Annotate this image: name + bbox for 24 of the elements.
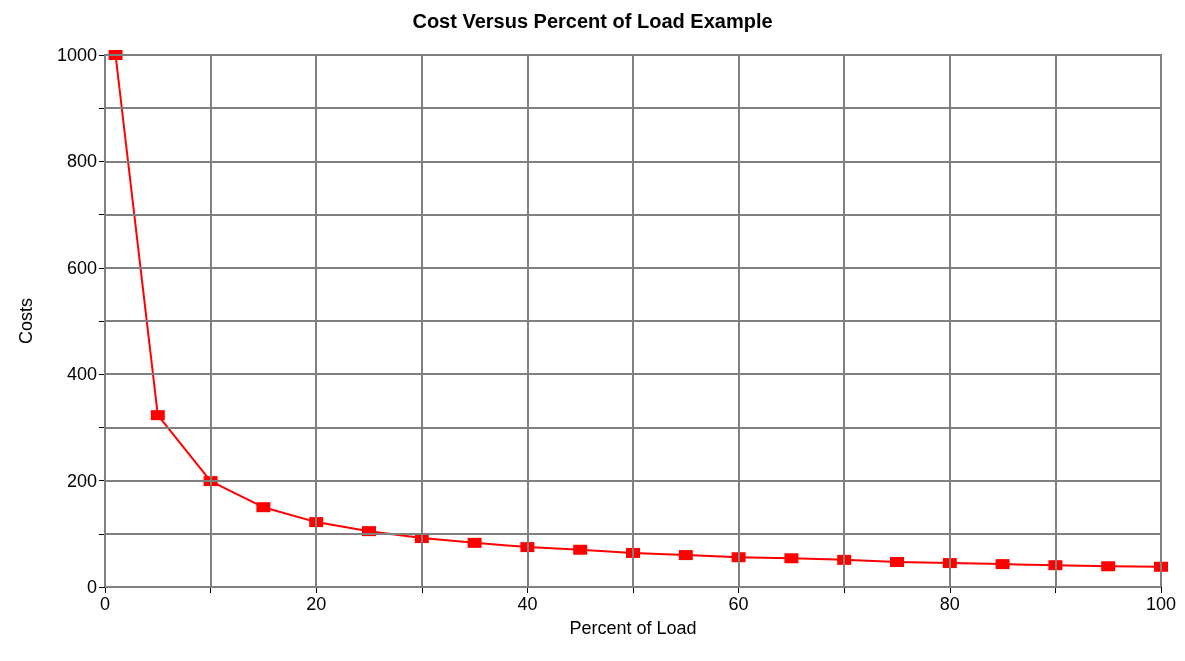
x-tick-label: 20: [306, 594, 327, 614]
x-axis-title: Percent of Load: [569, 618, 697, 638]
point: [678, 550, 693, 561]
y-tick-label: 200: [66, 470, 97, 491]
point: [890, 557, 904, 567]
point: [1101, 561, 1116, 572]
point: [150, 410, 165, 421]
point: [995, 559, 1010, 570]
x-tick-label: 40: [517, 594, 538, 614]
point: [256, 502, 271, 513]
y-tick-label: 800: [66, 151, 97, 172]
chart-title: Cost Versus Percent of Load Example: [412, 10, 773, 32]
point: [784, 553, 799, 564]
x-tick-label: 0: [99, 594, 111, 614]
y-tick-label: 400: [66, 364, 97, 385]
y-tick-label: 0: [86, 577, 97, 597]
point: [467, 537, 482, 548]
y-tick-label: 1000: [56, 45, 97, 65]
y-tick-label: 600: [66, 257, 97, 278]
x-tick-label: 100: [1145, 594, 1177, 614]
point: [573, 544, 588, 555]
y-axis-title: Costs: [16, 297, 36, 345]
x-tick-label: 80: [939, 594, 960, 614]
x-tick-label: 60: [728, 594, 749, 614]
